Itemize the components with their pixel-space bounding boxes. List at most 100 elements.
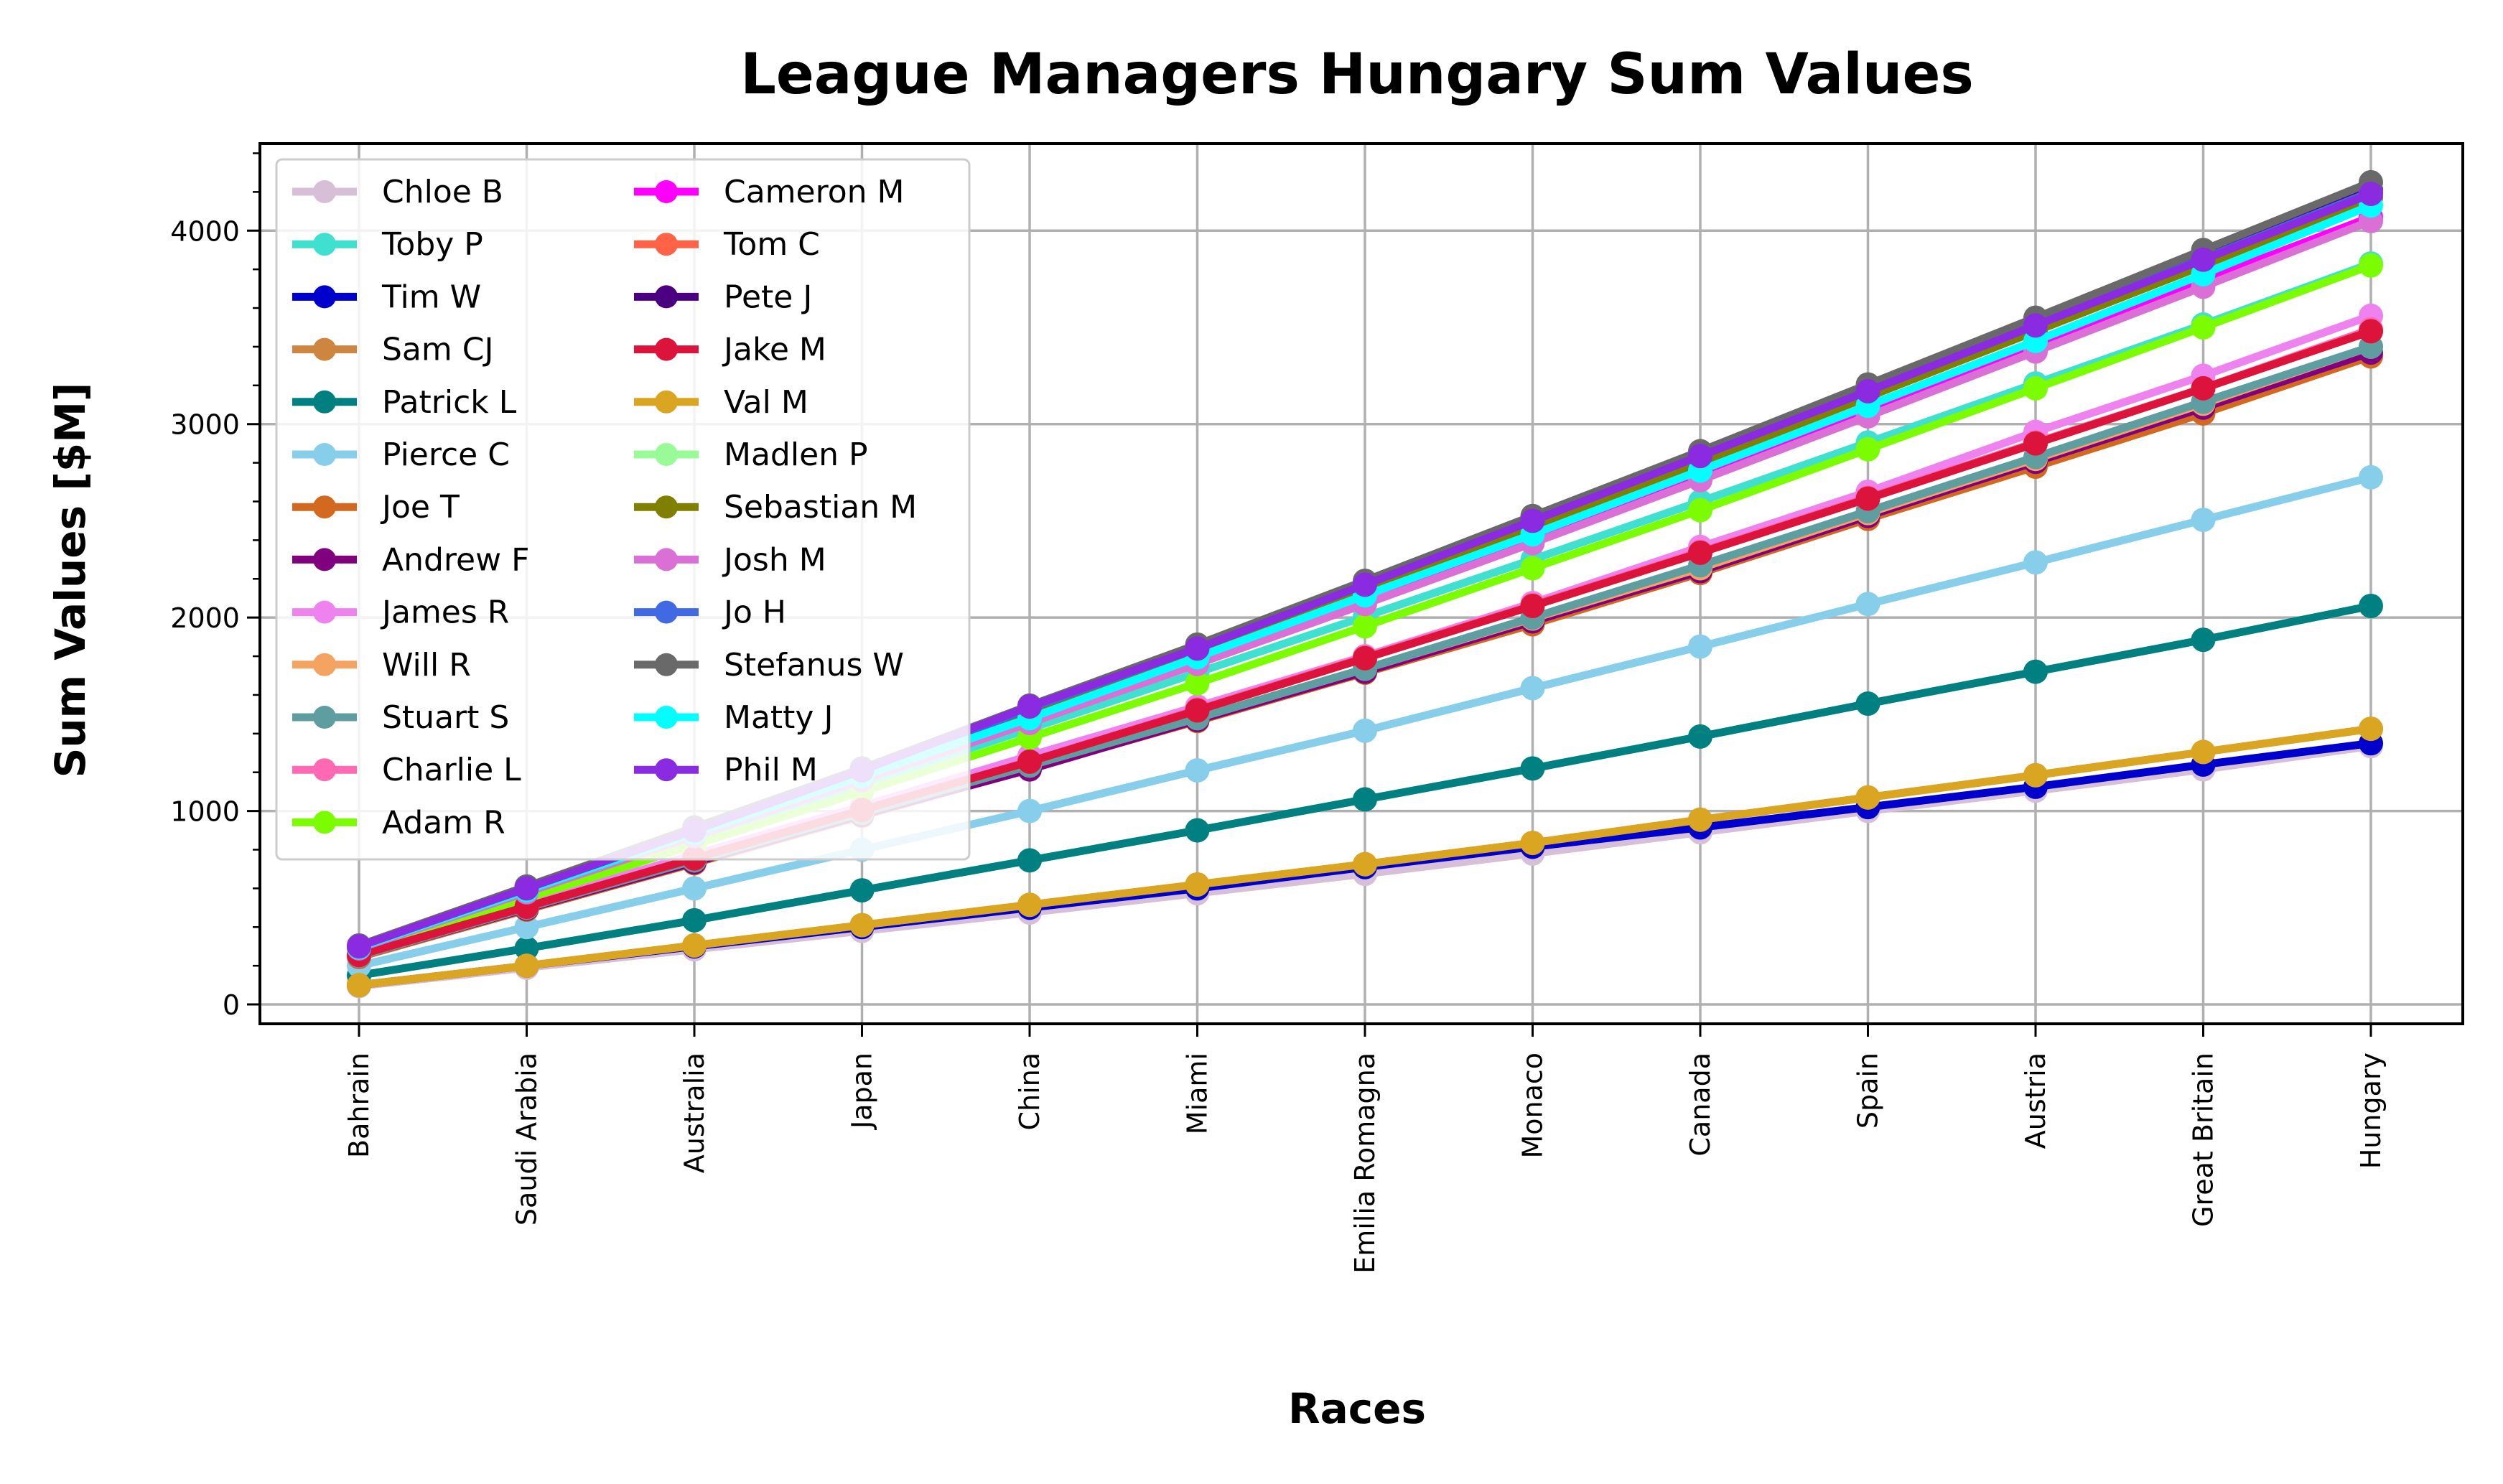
legend-item: Pete J [634,279,812,315]
data-point [2359,253,2383,278]
data-point [1520,756,1545,781]
data-point [2023,762,2048,788]
legend-swatch-marker [313,337,336,361]
data-point [514,876,539,901]
data-point [2359,465,2383,490]
x-tick-label: Canada [1684,1053,1716,1157]
data-point [682,907,707,933]
data-point [1855,378,1880,403]
data-point [2359,717,2383,742]
legend-swatch-marker [313,653,336,676]
legend-label: Matty J [724,699,833,736]
legend-swatch-marker [655,180,678,203]
data-point [2023,659,2048,684]
data-point [849,913,875,938]
legend-swatch-marker [313,600,336,624]
chart-title: League Managers Hungary Sum Values [740,42,1974,107]
x-tick-label: Japan [847,1053,878,1130]
legend-swatch-marker [655,653,678,676]
legend-label: Josh M [722,541,826,578]
data-point [1520,593,1545,618]
legend-swatch-marker [655,337,678,361]
legend-swatch-marker [655,443,678,466]
legend-label: Tom C [723,226,820,263]
legend-item: Madlen P [634,437,868,473]
data-point [1017,694,1042,719]
data-point [1520,831,1545,856]
legend-label: Charlie L [382,752,521,788]
legend-item: Sam CJ [292,332,493,368]
data-point [1688,444,1712,469]
legend-label: Stuart S [382,699,509,736]
data-point [2023,550,2048,575]
data-point [1017,848,1042,873]
legend-item: Andrew F [292,541,529,578]
legend-item: Charlie L [292,752,521,788]
x-axis-label: Races [1288,1384,1426,1433]
data-point [1688,540,1712,565]
data-point [347,973,371,998]
data-point [1855,691,1880,717]
legend: Chloe B Toby P Tim W Sam CJ Patrick L Pierce … [275,158,971,861]
data-point [1688,498,1712,523]
y-tick-label: 1000 [170,796,240,828]
data-point [347,934,371,959]
data-point [2023,375,2048,401]
legend-label: Stefanus W [724,647,904,683]
data-point [2359,182,2383,207]
data-point [514,953,539,979]
legend-label: Jake M [722,332,826,368]
legend-swatch-marker [313,233,336,256]
legend-item: Jake M [634,332,826,368]
data-point [1520,676,1545,701]
y-tick-label: 3000 [170,409,240,441]
data-point [1688,634,1712,659]
data-point [1520,556,1545,581]
legend-swatch-marker [313,706,336,729]
legend-item: Will R [292,647,471,683]
legend-item: Jo H [634,594,786,631]
data-point [1185,671,1210,696]
data-point [1017,892,1042,918]
data-point [1688,724,1712,749]
legend-item: James R [292,594,509,631]
legend-swatch-marker [313,758,336,782]
legend-label: Adam R [382,804,505,841]
legend-label: Sam CJ [382,332,493,368]
data-point [2191,739,2216,765]
data-point [514,935,539,961]
legend-item: Phil M [634,752,818,788]
legend-label: Val M [724,384,808,421]
series-line [347,717,2383,998]
legend-swatch-marker [313,285,336,309]
x-tick-label: Australia [679,1053,710,1173]
legend-item: Pierce C [292,437,510,473]
data-point [2191,314,2216,340]
data-point [1855,785,1880,810]
legend-label: James R [380,594,509,631]
legend-box [275,158,971,861]
x-tick-label: Great Britain [2188,1053,2219,1227]
legend-item: Sebastian M [634,489,917,526]
legend-swatch-marker [655,495,678,519]
legend-item: Tim W [292,279,481,315]
legend-label: Pierce C [382,437,510,473]
legend-label: Cameron M [724,174,905,210]
data-point [1017,749,1042,774]
legend-swatch-marker [313,495,336,519]
legend-label: Toby P [381,226,483,263]
data-point [1185,818,1210,843]
legend-swatch-marker [655,390,678,414]
legend-item: Chloe B [292,174,503,210]
data-point [849,878,875,903]
legend-label: Sebastian M [724,489,917,526]
legend-item: Stefanus W [634,647,904,683]
data-point [1185,872,1210,897]
data-point [2191,247,2216,272]
legend-item: Matty J [634,699,833,736]
legend-swatch-marker [655,758,678,782]
legend-item: Toby P [292,226,483,263]
y-tick-label: 2000 [170,602,240,634]
